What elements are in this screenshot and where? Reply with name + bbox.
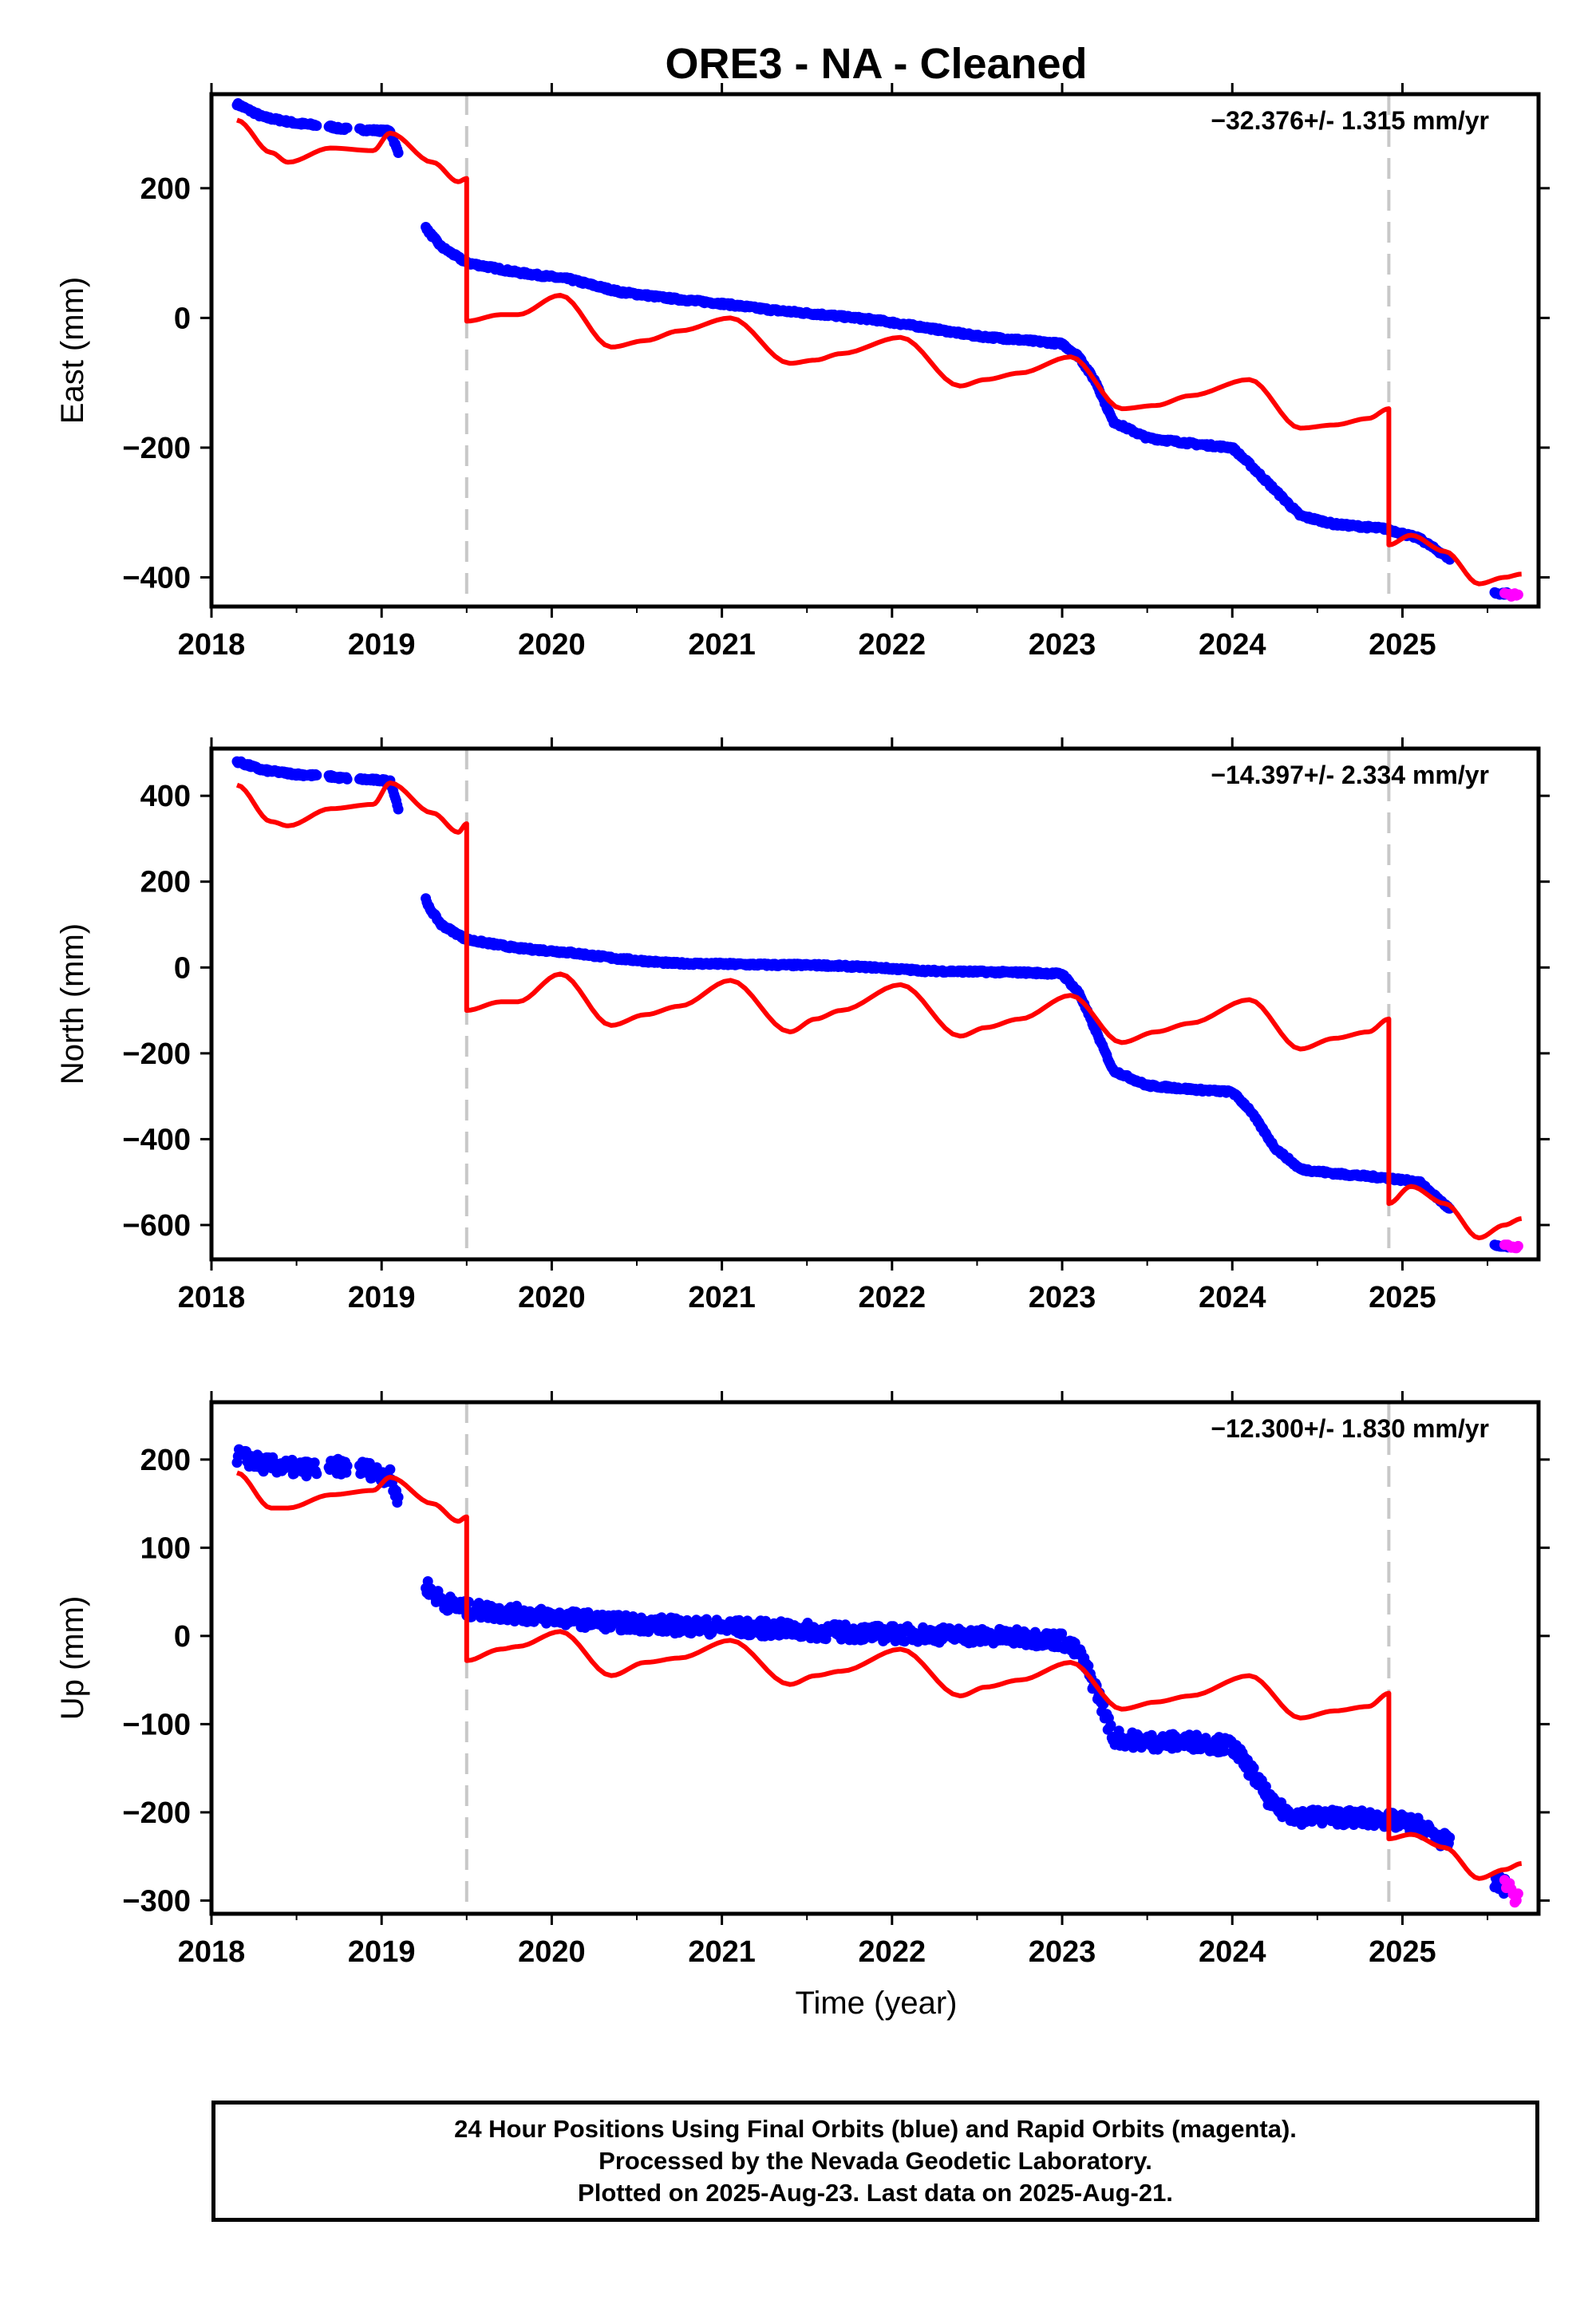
y-tick-label: 0	[174, 951, 191, 985]
data-point	[393, 1492, 404, 1503]
y-axis-label: North (mm)	[55, 923, 90, 1085]
x-tick-label: 2024	[1199, 628, 1266, 662]
x-tick-label: 2018	[178, 1281, 246, 1314]
y-tick-label: 0	[174, 1620, 191, 1654]
caption-box: 24 Hour Positions Using Final Orbits (bl…	[211, 2101, 1539, 2222]
data-point	[1219, 1745, 1230, 1757]
x-tick-label: 2019	[348, 628, 416, 662]
y-tick-label: 200	[140, 172, 191, 206]
data-point	[1512, 1240, 1523, 1251]
data-point	[342, 773, 353, 785]
x-tick-label: 2025	[1369, 628, 1436, 662]
x-tick-label: 2018	[178, 1935, 246, 1969]
x-axis-label: Time (year)	[796, 1986, 958, 2021]
data-point	[1057, 1628, 1068, 1639]
x-tick-label: 2024	[1199, 1281, 1266, 1314]
plot-frame	[209, 92, 1541, 609]
panels: 2018 2019 2020 2021 2022 2023 2024 2025 −400 −200…	[55, 83, 1550, 1969]
y-tick-label: −200	[122, 1796, 191, 1830]
plot-frame	[209, 746, 1541, 1262]
panel-north: 2018 2019 2020 2021 2022 2023 2024 2025 −600 −400…	[55, 737, 1550, 1314]
y-tick-label: 100	[140, 1531, 191, 1565]
data-point	[311, 769, 322, 781]
final-orbit-series	[231, 1444, 1514, 1899]
x-tick-label: 2020	[518, 1935, 586, 1969]
y-axis-label: Up (mm)	[55, 1596, 90, 1721]
plot-frame	[209, 1400, 1541, 1916]
data-point	[309, 1457, 320, 1468]
data-point	[1083, 1660, 1094, 1671]
y-tick-label: 400	[140, 780, 191, 813]
rate-label: −14.397+/- 2.334 mm/yr	[1211, 761, 1489, 789]
rapid-orbit-series	[1499, 1875, 1523, 1908]
model-line	[235, 1470, 1523, 1881]
x-tick-label: 2019	[348, 1281, 416, 1314]
plot-area-east	[231, 94, 1523, 607]
data-point	[311, 1468, 322, 1480]
data-point	[1105, 1720, 1116, 1731]
data-point	[311, 121, 322, 131]
data-point	[393, 804, 404, 815]
x-tick-label: 2021	[688, 1935, 756, 1969]
plot-area-up	[231, 1402, 1523, 1914]
x-tick-label: 2019	[348, 1935, 416, 1969]
rapid-orbit-series	[1499, 1239, 1523, 1254]
data-point	[899, 1636, 911, 1647]
x-tick-label: 2021	[688, 628, 756, 662]
chart-title: ORE3 - NA - Cleaned	[665, 40, 1087, 88]
x-tick-label: 2020	[518, 628, 586, 662]
x-tick-label: 2023	[1029, 1281, 1096, 1314]
data-point	[1512, 589, 1523, 600]
caption-line-3: Plotted on 2025-Aug-23. Last data on 202…	[578, 2179, 1173, 2207]
rate-label: −12.300+/- 1.830 mm/yr	[1211, 1414, 1489, 1443]
y-tick-label: −100	[122, 1708, 191, 1741]
y-tick-label: 0	[174, 302, 191, 335]
x-tick-label: 2022	[859, 1935, 926, 1969]
data-point	[1512, 1888, 1523, 1899]
y-tick-label: 200	[140, 1444, 191, 1477]
y-tick-label: −300	[122, 1884, 191, 1918]
y-tick-label: −200	[122, 432, 191, 465]
panel-up: 2018 2019 2020 2021 2022 2023 2024 2025 −300 −200…	[55, 1391, 1550, 1969]
rate-label: −32.376+/- 1.315 mm/yr	[1211, 106, 1489, 135]
data-point	[1248, 1762, 1259, 1773]
x-tick-label: 2021	[688, 1281, 756, 1314]
rapid-orbit-series	[1499, 587, 1523, 602]
model-line	[236, 117, 1522, 587]
x-tick-label: 2023	[1029, 628, 1096, 662]
y-tick-label: 200	[140, 866, 191, 899]
x-tick-label: 2022	[859, 628, 926, 662]
x-tick-label: 2020	[518, 1281, 586, 1314]
data-point	[385, 1464, 396, 1475]
data-point	[342, 122, 353, 133]
x-tick-label: 2022	[859, 1281, 926, 1314]
data-point	[1444, 1832, 1456, 1843]
y-tick-label: −400	[122, 561, 191, 595]
x-tick-label: 2025	[1369, 1281, 1436, 1314]
x-tick-label: 2024	[1199, 1935, 1266, 1969]
y-tick-label: −400	[122, 1123, 191, 1156]
data-point	[1128, 1742, 1139, 1753]
x-tick-label: 2023	[1029, 1935, 1096, 1969]
data-point	[393, 148, 404, 158]
caption-line-2: Processed by the Nevada Geodetic Laborat…	[598, 2147, 1152, 2175]
final-orbit-series	[231, 756, 1514, 1253]
caption-line-1: 24 Hour Positions Using Final Orbits (bl…	[454, 2115, 1297, 2143]
model-line	[235, 781, 1523, 1241]
data-point	[342, 1460, 353, 1472]
data-point	[258, 1466, 269, 1477]
y-axis-label: East (mm)	[55, 277, 90, 424]
y-tick-label: −600	[122, 1209, 191, 1243]
x-tick-label: 2025	[1369, 1935, 1436, 1969]
final-orbit-series	[231, 98, 1514, 600]
y-tick-label: −200	[122, 1037, 191, 1071]
plot-area-north	[231, 749, 1523, 1259]
panel-east: 2018 2019 2020 2021 2022 2023 2024 2025 −400 −200…	[55, 83, 1550, 662]
x-tick-label: 2018	[178, 628, 246, 662]
